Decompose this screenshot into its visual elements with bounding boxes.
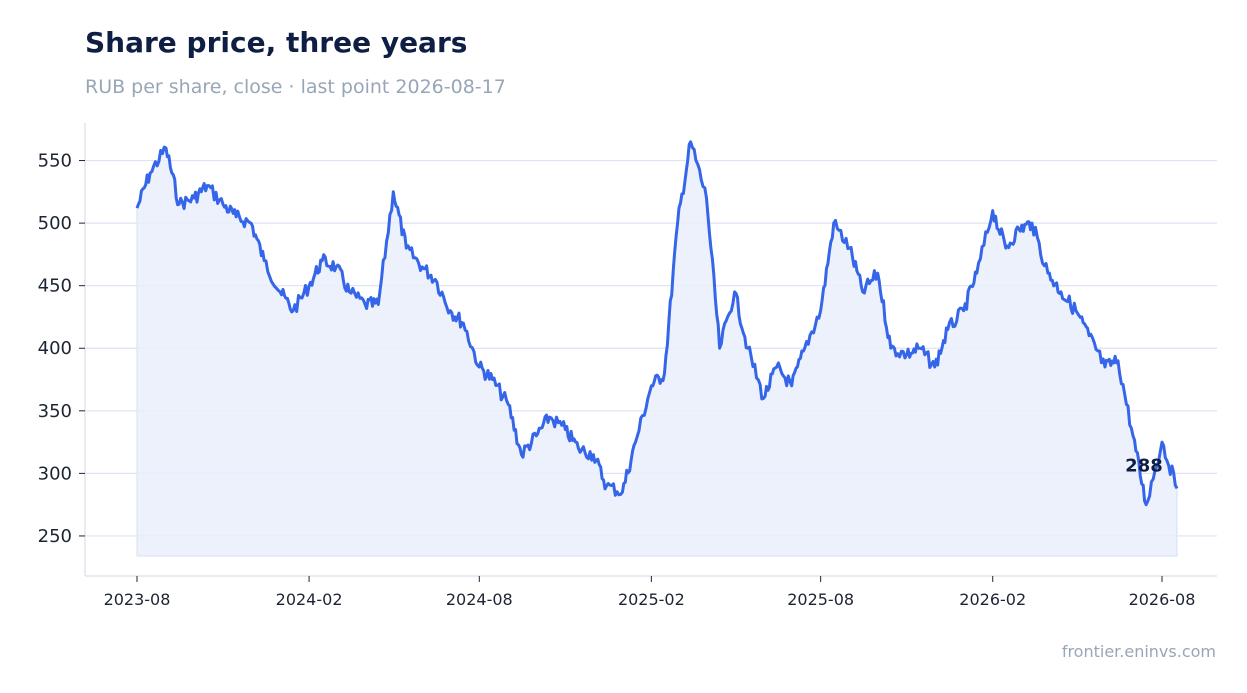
y-tick-label-550: 550 [38,151,72,172]
x-tick-label-2024-02: 2024-02 [276,590,343,609]
y-tick-label-400: 400 [38,338,72,359]
chart-title: Share price, three years [85,26,468,59]
x-axis-ticks: 2023-08 2024-02 2024-08 2025-02 2025-08 2026-… [104,576,1196,609]
x-tick-label-2026-08: 2026-08 [1129,590,1196,609]
price-area-fill [136,140,1178,557]
y-tick-label-450: 450 [38,276,72,297]
price-series-line [135,140,1179,507]
last-value-label: 288 [1125,455,1163,476]
source-credit: frontier.eninvs.com [1061,642,1216,661]
x-tick-label-2025-08: 2025-08 [787,590,854,609]
y-tick-label-250: 250 [38,526,72,547]
chart-subtitle: RUB per share, close · last point 2026-0… [85,76,506,98]
x-tick-label-2026-02: 2026-02 [959,590,1026,609]
x-tick-label-2024-08: 2024-08 [446,590,513,609]
x-tick-label-2023-08: 2023-08 [104,590,171,609]
y-tick-label-300: 300 [38,463,72,484]
x-tick-label-2025-02: 2025-02 [618,590,685,609]
y-axis-ticks: 250 300 350 400 450 500 550 [38,151,85,547]
y-tick-label-350: 350 [38,401,72,422]
y-tick-label-500: 500 [38,213,72,234]
